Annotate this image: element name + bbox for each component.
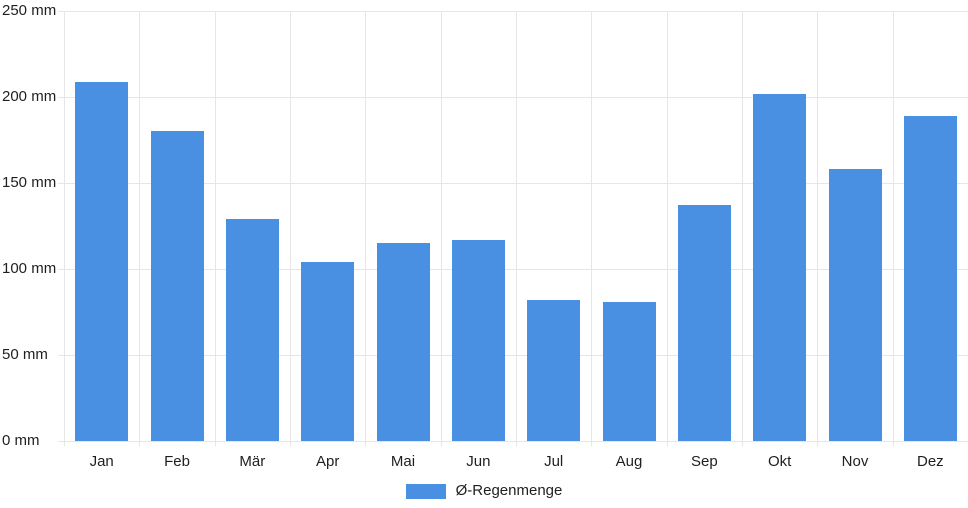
x-axis-label-jul: Jul	[544, 453, 564, 470]
x-axis-label-dez: Dez	[916, 453, 944, 470]
v-gridline	[365, 11, 366, 446]
y-axis-tick-label: 250 mm	[2, 2, 57, 19]
h-gridline-100	[58, 269, 968, 270]
v-gridline	[139, 11, 140, 446]
v-gridline	[64, 11, 65, 446]
v-gridline	[290, 11, 291, 446]
y-axis-tick-label: 200 mm	[2, 88, 57, 105]
x-axis-label-jun: Jun	[466, 453, 491, 470]
bar-mai[interactable]	[376, 243, 430, 441]
h-gridline-200	[58, 97, 968, 98]
y-axis-tick-label: 0 mm	[2, 432, 40, 449]
legend-swatch	[405, 483, 446, 499]
bar-feb[interactable]	[150, 131, 204, 441]
y-axis-tick-label: 150 mm	[2, 174, 57, 191]
bar-jul[interactable]	[527, 299, 581, 441]
h-gridline-0	[58, 441, 968, 442]
x-axis-label-nov: Nov	[841, 453, 869, 470]
x-axis-label-okt: Okt	[767, 453, 792, 470]
v-gridline	[742, 11, 743, 446]
bar-sep[interactable]	[677, 205, 731, 441]
h-gridline-150	[58, 183, 968, 184]
x-axis-label-aug: Aug	[615, 453, 643, 470]
v-gridline	[591, 11, 592, 446]
h-gridline-50	[58, 355, 968, 356]
x-axis-label-mär: Mär	[239, 453, 266, 470]
x-axis-label-apr: Apr	[315, 453, 340, 470]
v-gridline	[893, 11, 894, 446]
v-gridline	[441, 11, 442, 446]
v-gridline	[215, 11, 216, 446]
v-gridline	[817, 11, 818, 446]
bar-nov[interactable]	[828, 169, 882, 441]
bar-jan[interactable]	[75, 81, 129, 441]
bar-aug[interactable]	[602, 301, 656, 441]
legend-label: Ø-Regenmenge	[455, 482, 563, 499]
bar-mär[interactable]	[225, 219, 279, 441]
x-axis-label-jan: Jan	[89, 453, 114, 470]
x-axis-label-sep: Sep	[690, 453, 718, 470]
v-gridline	[667, 11, 668, 446]
h-gridline-250	[58, 11, 968, 12]
x-axis-label-mai: Mai	[390, 453, 416, 470]
bar-okt[interactable]	[753, 93, 807, 441]
y-axis-tick-label: 50 mm	[2, 346, 48, 363]
bar-dez[interactable]	[903, 115, 957, 441]
legend-item-regenmenge[interactable]: Ø-Regenmenge	[0, 481, 968, 501]
y-axis-tick-label: 100 mm	[2, 260, 57, 277]
v-gridline	[516, 11, 517, 446]
x-axis-label-feb: Feb	[164, 453, 190, 470]
bar-jun[interactable]	[451, 239, 505, 441]
bar-apr[interactable]	[301, 262, 355, 441]
